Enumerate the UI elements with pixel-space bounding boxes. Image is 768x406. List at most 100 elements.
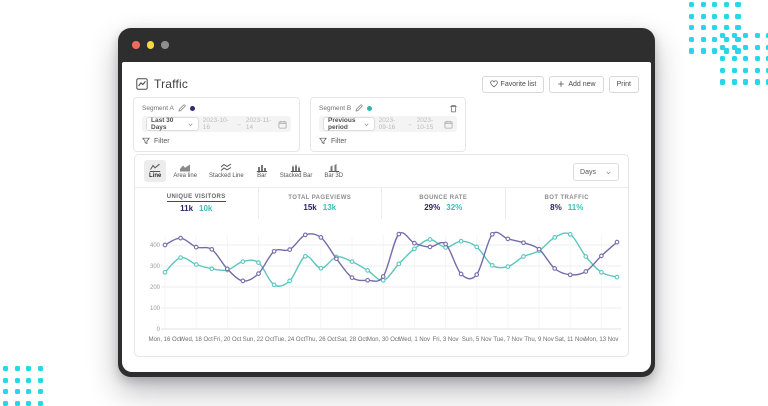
data-point-segment-a[interactable] [162,242,168,248]
tab-bar-3d[interactable]: Bar 3D [319,160,348,182]
decor-dot [37,400,43,406]
period-value: Last 30 Days [151,117,174,131]
decor-dot [14,389,20,395]
data-point-segment-a[interactable] [474,272,480,277]
data-point-segment-b[interactable] [349,259,355,264]
data-point-segment-b[interactable] [287,278,293,284]
tab-stacked-line[interactable]: Stacked Line [204,160,249,182]
data-point-segment-b[interactable] [458,238,464,244]
data-point-segment-b[interactable] [209,266,215,272]
data-point-segment-b[interactable] [318,265,324,271]
data-point-segment-a[interactable] [427,244,433,250]
data-point-segment-b[interactable] [474,244,480,250]
data-point-segment-b[interactable] [412,246,417,252]
data-point-segment-b[interactable] [427,237,433,242]
decor-dot [37,389,43,395]
date-end: 2023-11-14 [245,117,272,131]
calendar-icon [278,120,287,129]
window-content: Traffic Favorite list Add new Print Segmen… [122,62,651,372]
data-point-segment-b[interactable] [599,269,604,275]
data-point-segment-b[interactable] [240,259,246,264]
decor-dot [689,25,695,31]
date-range-picker[interactable]: Previous period 2023-09-16 → 2023-10-15 [319,116,457,132]
data-point-segment-a[interactable] [567,272,573,278]
data-point-segment-a[interactable] [365,277,370,283]
data-point-segment-b[interactable] [302,253,308,259]
data-point-segment-a[interactable] [334,256,339,262]
data-point-segment-b[interactable] [521,254,526,259]
data-point-segment-a[interactable] [599,253,604,259]
data-point-segment-b[interactable] [271,282,277,288]
decor-dot [14,400,20,406]
print-button[interactable]: Print [608,75,639,93]
data-point-segment-a[interactable] [614,239,620,245]
data-point-segment-a[interactable] [458,271,464,277]
data-point-segment-b[interactable] [193,262,199,267]
tab-line[interactable]: Line [144,160,167,182]
data-point-segment-b[interactable] [583,254,589,259]
decor-dot [712,48,718,54]
data-point-segment-a[interactable] [271,248,277,254]
data-point-segment-a[interactable] [256,271,261,276]
date-range-picker[interactable]: Last 30 Days 2023-10-16 → 2023-11-14 [142,116,291,132]
tab-bar[interactable]: Bar [251,160,273,182]
traffic-light-minimize-button[interactable] [146,41,154,49]
x-axis-label: Sat, 11 Nov [554,337,586,343]
traffic-light-zoom-button[interactable] [161,41,169,49]
data-point-segment-a[interactable] [443,241,448,247]
data-point-segment-a[interactable] [412,240,417,246]
data-point-segment-a[interactable] [489,231,495,237]
data-point-segment-b[interactable] [178,255,183,260]
traffic-light-close-button[interactable] [132,41,140,49]
filter-label: Filter [154,137,170,145]
tab-area-line[interactable]: Area line [168,160,202,182]
data-point-segment-a[interactable] [380,274,386,279]
favorite-list-button[interactable]: Favorite list [481,75,545,93]
data-point-segment-a[interactable] [349,275,355,280]
data-point-segment-a[interactable] [536,246,542,252]
data-point-segment-a[interactable] [521,240,526,246]
data-point-segment-b[interactable] [162,269,168,275]
data-point-segment-a[interactable] [224,266,230,272]
data-point-segment-a[interactable] [552,266,558,271]
data-point-segment-a[interactable] [302,232,308,238]
data-point-segment-a[interactable] [193,244,199,250]
stacked-bar-icon [290,163,302,172]
segment-filter[interactable]: Filter [142,137,291,145]
data-point-segment-b[interactable] [365,268,370,273]
data-point-segment-b[interactable] [396,261,402,267]
period-select[interactable]: Last 30 Days [146,117,199,131]
data-point-segment-a[interactable] [583,269,589,274]
metric-value-segment-b: 13k [322,203,337,212]
decor-dot [731,79,737,85]
x-axis-label: Wed, 18 Oct [179,337,213,343]
metric-bounce-rate[interactable]: BOUNCE RATE 29% 32% [381,188,505,219]
data-point-segment-b[interactable] [256,260,261,265]
data-point-segment-a[interactable] [396,231,402,237]
data-point-segment-b[interactable] [552,235,558,240]
interval-select[interactable]: Days [573,163,619,181]
data-point-segment-b[interactable] [505,264,511,269]
data-point-segment-a[interactable] [209,247,215,252]
data-point-segment-b[interactable] [614,274,620,280]
delete-segment-button[interactable] [449,104,458,113]
metric-total-pageviews[interactable]: TOTAL PAGEVIEWS 15k 13k [257,188,382,219]
metric-bot-traffic[interactable]: BOT TRAFFIC 8% 11% [504,188,629,219]
pencil-icon[interactable] [178,104,186,112]
metric-unique-visitors[interactable]: UNIQUE VISITORS 11k 10k [135,188,258,219]
decor-dot [743,33,749,39]
data-point-segment-b[interactable] [489,263,495,268]
data-point-segment-a[interactable] [505,236,511,242]
data-point-segment-a[interactable] [318,235,324,240]
add-new-button[interactable]: Add new [549,75,604,93]
data-point-segment-b[interactable] [567,231,573,237]
data-point-segment-a[interactable] [178,235,183,241]
pencil-icon[interactable] [355,104,363,112]
segment-filter[interactable]: Filter [319,137,457,145]
data-point-segment-a[interactable] [240,278,246,284]
data-point-segment-a[interactable] [287,247,293,252]
tab-stacked-bar[interactable]: Stacked Bar [275,160,318,182]
period-select[interactable]: Previous period [323,117,375,131]
tab-label: Line [149,173,162,179]
plus-icon [557,80,565,88]
